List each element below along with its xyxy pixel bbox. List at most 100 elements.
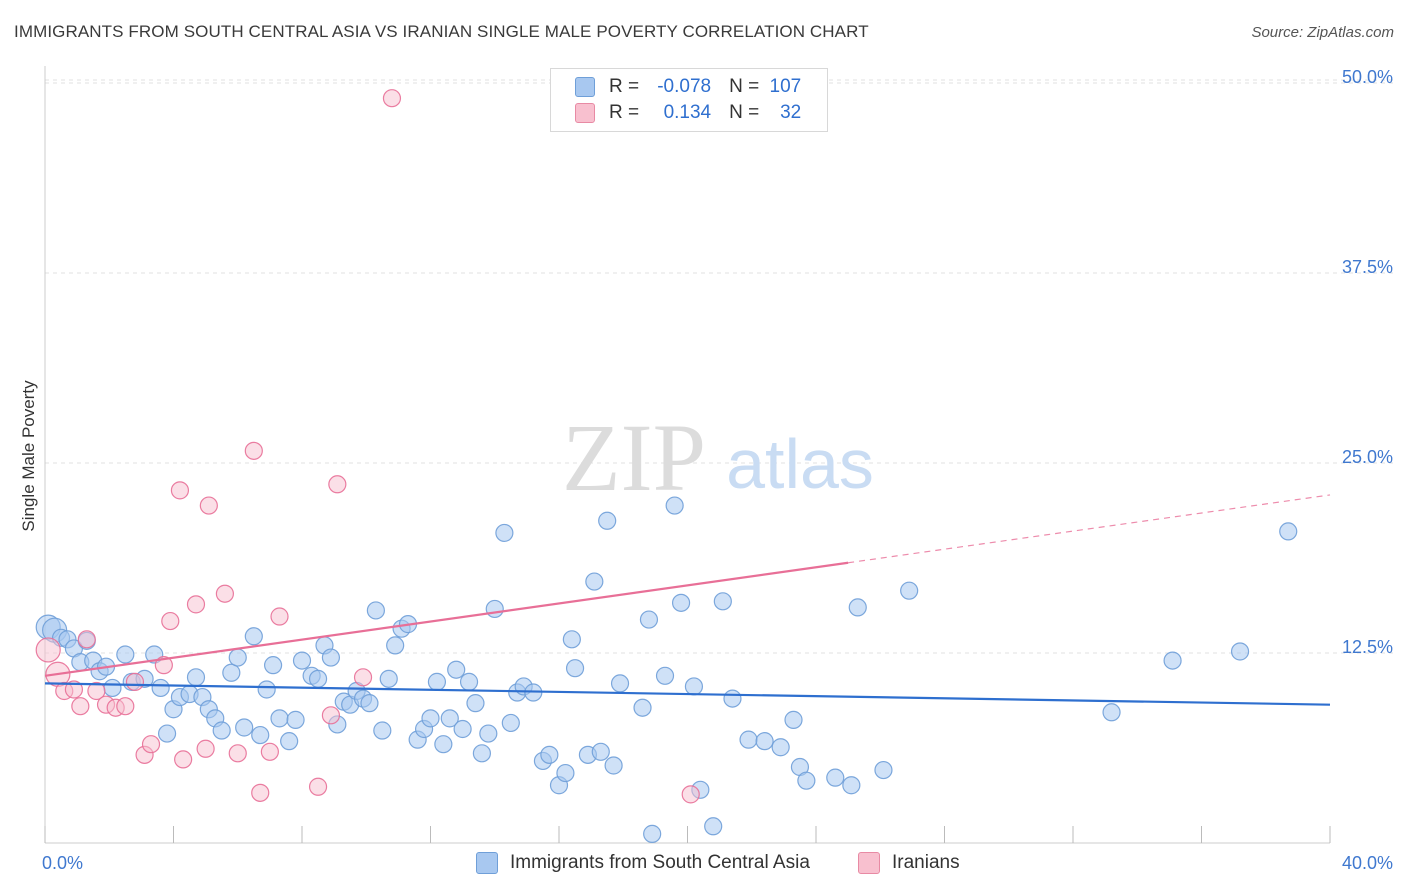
legend-r-label: R = [609,76,640,97]
data-point [270,607,289,626]
data-point [639,610,659,629]
correlation-legend: R = -0.078 N = 107 R = 0.134 N = 32 [550,68,828,132]
watermark-atlas: atlas [726,425,874,503]
data-point [1163,651,1182,670]
data-point [360,694,379,713]
data-point [562,630,581,649]
watermark-zip: ZIP [562,404,706,511]
data-point [382,89,402,108]
legend-n-label: N = [729,76,760,97]
data-point [353,668,373,687]
data-point [215,584,234,603]
trend-lines [44,494,1331,706]
data-point [604,756,623,775]
data-point [257,680,276,699]
data-point [151,678,170,698]
data-point [103,678,122,698]
data-point [421,709,440,728]
legend-swatch-iranians [575,103,595,123]
data-point [797,771,816,790]
data-point [874,760,893,780]
data-point [116,697,135,716]
data-point [540,745,559,764]
data-point [186,595,206,614]
data-point [308,777,328,796]
data-point [125,672,145,691]
trend-line-extension [848,494,1331,564]
data-point [755,732,774,751]
axes [44,66,1331,844]
data-point [141,735,161,754]
tick-labels: 12.5% 25.0% 37.5% 50.0% 0.0% 40.0% [42,67,1393,873]
data-points [35,89,1298,843]
grid-lines [45,79,1394,654]
series-swatch-iranians [858,852,880,874]
data-point [260,742,279,761]
data-point [427,672,447,691]
data-point [643,824,662,843]
data-point [116,645,135,664]
data-point [556,763,575,783]
data-point [328,475,347,494]
y-tick-label: 37.5% [1342,257,1393,277]
y-tick-label: 50.0% [1342,67,1393,87]
data-point [447,660,466,679]
data-point [1102,703,1121,722]
data-point [684,677,704,696]
data-point [64,680,84,699]
legend-r-value: -0.078 [657,76,712,97]
data-point [366,601,385,620]
data-point [681,785,700,804]
data-point [157,724,177,743]
data-point [373,721,392,740]
source-label: Source: ZipAtlas.com [1251,24,1394,41]
legend-n-label: N = [729,102,760,123]
legend-r-value: 0.134 [663,102,712,123]
chart-title: IMMIGRANTS FROM SOUTH CENTRAL ASIA VS IR… [14,22,869,41]
data-point [472,744,491,763]
data-point [655,666,675,685]
data-point [784,710,803,729]
data-point [1230,642,1250,661]
data-point [723,689,742,708]
data-point [321,706,341,725]
data-point [228,744,247,763]
data-point [585,572,604,591]
data-point [495,523,514,543]
data-point [244,627,263,646]
data-point [35,637,61,663]
data-point [848,598,867,617]
series-south-central-asia [35,496,1298,843]
data-point [771,738,790,757]
data-point [292,651,312,670]
watermark: ZIP atlas [562,404,874,511]
series-legend-south-central-asia[interactable]: Immigrants from South Central Asia [476,852,810,874]
y-axis-label: Single Male Poverty [19,380,38,532]
data-point [665,496,684,515]
data-point [440,709,459,728]
data-point [199,496,218,515]
series-legend-iranians[interactable]: Iranians [858,852,960,874]
legend-n-value: 107 [769,76,802,97]
data-point [598,511,617,530]
data-point [900,581,919,600]
data-point [386,636,405,655]
data-point [713,592,732,611]
data-point [485,599,504,619]
data-point [161,611,180,631]
x-tick-label: 0.0% [42,853,83,873]
data-point [826,768,845,787]
series-iranians [35,89,700,804]
y-tick-label: 12.5% [1342,637,1393,657]
data-point [170,481,190,500]
data-point [466,694,485,713]
data-point [186,668,206,687]
data-point [263,656,283,675]
legend-row-south-central-asia: R = -0.078 N = 107 [575,75,801,99]
data-point [379,669,398,688]
data-point [222,663,241,682]
series-swatch-south-central-asia [476,852,498,874]
data-point [251,783,270,802]
data-point [704,817,723,836]
legend-row-iranians: R = 0.134 N = 32 [575,101,801,125]
